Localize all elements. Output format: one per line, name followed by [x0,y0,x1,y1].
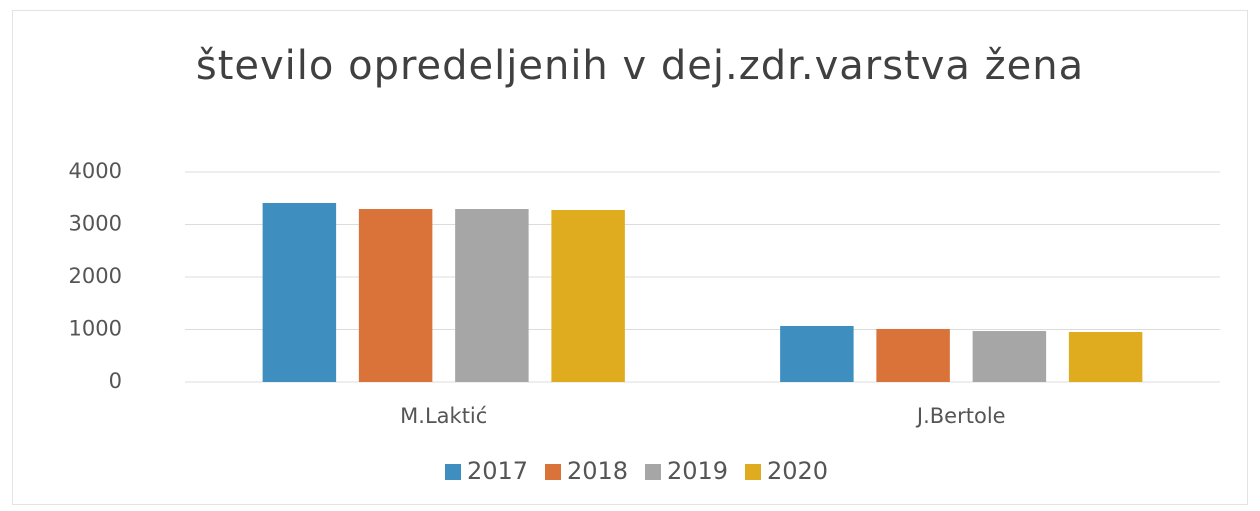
y-tick-label: 1000 [69,317,122,341]
legend-label: 2020 [767,457,828,485]
bar [455,209,529,382]
chart-title: število opredeljenih v dej.zdr.varstva ž… [195,43,1085,89]
bar [551,210,625,382]
y-tick-label: 4000 [69,159,122,183]
chart-frame [12,10,1248,505]
x-tick-label: J.Bertole [915,404,1006,428]
bar [876,328,950,382]
bar [780,325,854,382]
x-tick-label: M.Laktić [400,404,487,428]
y-tick-label: 3000 [69,212,122,236]
legend-swatch [545,464,561,480]
legend-swatch [445,464,461,480]
bar [358,209,433,382]
bar [262,202,337,382]
legend-label: 2018 [567,457,628,485]
bar [972,331,1047,382]
bar [1068,332,1143,382]
legend-label: 2017 [467,457,528,485]
legend-label: 2019 [667,457,728,485]
y-tick-label: 0 [109,369,122,393]
legend-swatch [745,464,761,480]
legend-swatch [645,464,661,480]
y-tick-label: 2000 [69,264,122,288]
